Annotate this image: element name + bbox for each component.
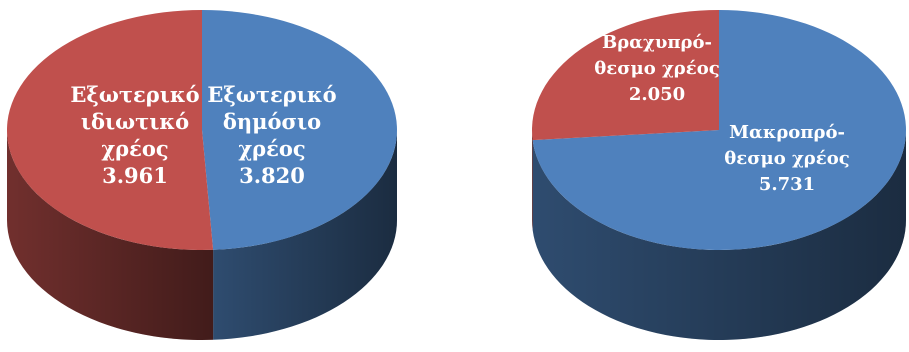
pie-0-slice-1-label: Εξωτερικό ιδιωτικό χρέος 3.961 [70,82,199,188]
pie-1-slice-1-side-shading [532,130,533,231]
pie-0-slice-0-label-line: Εξωτερικό [207,82,336,107]
pie-0-slice-1-label-line: χρέος [101,136,168,161]
pie-0-slice-1-label-line: Εξωτερικό [70,82,199,107]
pie-1-slice-1-label-line: θεσμο χρέος [594,58,719,79]
pie-1-slice-1-label-line: Βραχυπρό- [602,32,712,53]
pie-0-slice-1-value: 3.961 [102,163,168,188]
pie-0-slice-1 [7,10,214,250]
pie-chart-external-debt-maturity: Μακροπρό-θεσμο χρέος 5.731 Βραχυπρό-θεσμο … [532,10,906,340]
pie-0-slice-0-side-shading [213,130,397,340]
pie-1-slice-0-label: Μακροπρό-θεσμο χρέος 5.731 [724,122,849,195]
pie-1-slice-0-label-line: Μακροπρό- [729,122,845,143]
pie-1-slice-1-value: 2.050 [629,84,685,105]
pie-1-slice-1-label: Βραχυπρό-θεσμο χρέος 2.050 [594,32,719,105]
pie-1-slice-0 [532,10,906,250]
pie-1-slice-1 [532,10,719,141]
pie-0-slice-0-label-line: χρέος [238,136,305,161]
pie-0-slice-0 [202,9,398,250]
pie-1-slice-0-side-shading [532,130,906,340]
pie-0-slice-0-label: Εξωτερικό δημόσιο χρέος 3.820 [207,82,336,188]
pie-1-slice-0-label-line: θεσμο χρέος [724,148,849,169]
pie-0-slice-1-side-shading [7,130,214,340]
pie-0-slice-0-label-line: δημόσιο [223,109,321,134]
pie-0-slice-1-label-line: ιδιωτικό [81,109,189,134]
pie-0-slice-0-value: 3.820 [239,163,305,188]
pie-1-slice-0-value: 5.731 [759,174,815,195]
